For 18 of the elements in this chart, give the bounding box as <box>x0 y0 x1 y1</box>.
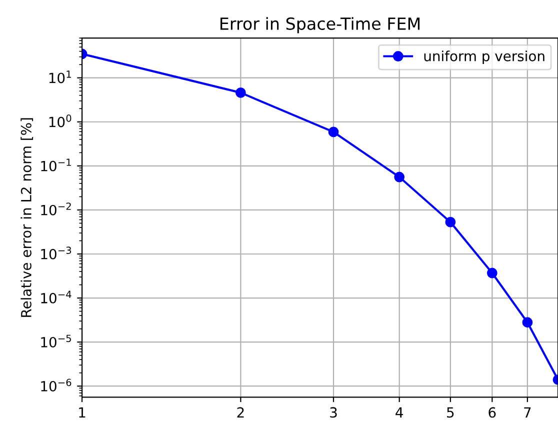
legend-label: uniform p version <box>424 50 544 64</box>
y-tick-label: 10$^{−1}$ <box>41 158 71 172</box>
x-tick-label: 5 <box>447 407 454 418</box>
x-tick-label: 1 <box>79 407 86 418</box>
chart-title: Error in Space-Time FEM <box>220 17 420 34</box>
x-tick-label: 2 <box>237 407 244 418</box>
y-tick-label: 10$^{−6}$ <box>41 378 72 392</box>
y-tick-label: 10$^{0}$ <box>49 114 72 128</box>
x-tick-label: 3 <box>330 407 337 418</box>
x-tick-label: 7 <box>524 407 531 418</box>
y-tick-label: 10$^{−3}$ <box>41 246 72 260</box>
y-tick-label: 10$^{−2}$ <box>41 202 71 216</box>
y-axis-title: Relative error in L2 norm [%] <box>20 118 34 317</box>
y-tick-label: 10$^{−4}$ <box>41 290 72 304</box>
y-tick-label: 10$^{1}$ <box>49 70 71 84</box>
x-tick-label: 4 <box>396 407 403 418</box>
y-tick-label: 10$^{−5}$ <box>41 334 71 348</box>
x-tick-label: 6 <box>488 407 496 418</box>
